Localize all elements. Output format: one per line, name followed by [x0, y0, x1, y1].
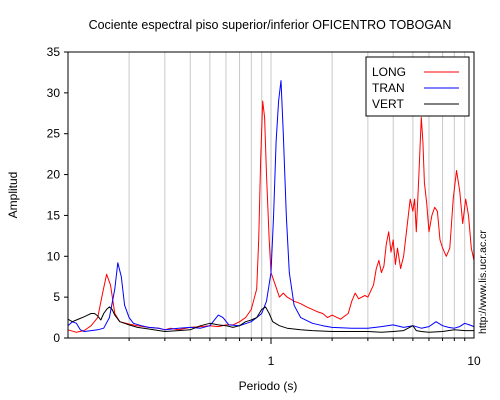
legend-label-vert: VERT	[372, 97, 404, 111]
series-layer	[67, 80, 475, 333]
y-tick-label: 35	[47, 45, 61, 59]
x-tick-label: 10	[467, 354, 481, 368]
watermark-url: http://www.lis.ucr.ac.cr	[477, 230, 489, 334]
plot-frame	[67, 51, 475, 339]
y-tick-label: 25	[47, 127, 61, 141]
series-line-long	[67, 100, 475, 333]
legend: LONG TRAN VERT	[365, 56, 470, 117]
y-axis-label: Amplitud	[6, 172, 20, 219]
y-tick-label: 5	[53, 290, 60, 304]
y-tick-label: 10	[47, 249, 61, 263]
y-tick-label: 15	[47, 208, 61, 222]
x-axis: 1 10	[128, 338, 481, 368]
y-tick-label: 30	[47, 86, 61, 100]
legend-label-tran: TRAN	[372, 81, 405, 95]
x-tick-label: 1	[268, 354, 275, 368]
series-line-vert	[67, 306, 474, 333]
y-axis: 0 5 10 15 20 25 30 35	[47, 45, 68, 345]
x-axis-label: Periodo (s)	[239, 379, 298, 393]
chart-title: Cociente espectral piso superior/inferio…	[89, 18, 452, 32]
y-tick-label: 20	[47, 168, 61, 182]
y-tick-label: 0	[53, 331, 60, 345]
legend-label-long: LONG	[372, 65, 406, 79]
legend-box	[365, 56, 470, 117]
